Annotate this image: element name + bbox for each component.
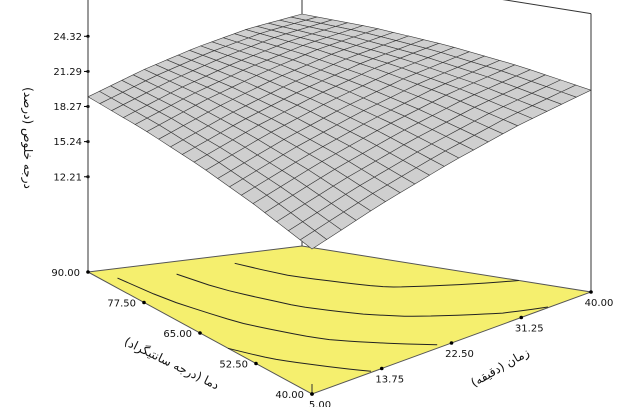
floor-plane [86, 245, 593, 395]
contour-line [117, 277, 438, 346]
response-surface [87, 13, 592, 250]
x-tick-label: 40.00 [585, 298, 614, 309]
contour-line [234, 262, 519, 288]
z-tick-label: 18.27 [53, 102, 82, 113]
x-tick-dot [379, 366, 384, 371]
y-tick-label: 77.50 [107, 299, 136, 310]
z-tick-label: 24.32 [53, 32, 82, 43]
surface-cell [299, 230, 328, 250]
contour-line [227, 347, 372, 372]
z-tick-label: 15.24 [53, 137, 82, 148]
y-tick-dot [198, 331, 202, 335]
x-tick-label: 22.50 [445, 349, 474, 360]
contour-floor [86, 245, 593, 395]
x-axis-title: زمان (دقیقه) [468, 345, 532, 391]
y-tick-label: 52.50 [219, 360, 248, 371]
z-axis-title: درجه خلوص (درصد) [20, 87, 35, 189]
x-tick-label: 31.25 [515, 324, 544, 335]
y-tick-label: 90.00 [51, 268, 80, 279]
x-tick-dot [589, 290, 593, 294]
y-axis-title: دما (درجه سانتیگراد) [122, 334, 222, 393]
axis-ticks: 24.32 21.29 18.27 15.24 12.21 90.00 77.50 65.00… [51, 32, 613, 407]
contour-line [176, 273, 548, 317]
x-tick-dot [310, 392, 314, 396]
box-edge [502, 0, 592, 15]
x-tick-dot [519, 315, 524, 320]
x-tick-dot [449, 341, 454, 345]
x-tick-label: 13.75 [375, 375, 404, 386]
x-tick-label: 5.00 [309, 400, 331, 407]
y-tick-dot [142, 300, 146, 305]
y-tick-dot [254, 361, 258, 366]
z-tick-label: 21.29 [53, 67, 82, 78]
y-tick-label: 65.00 [163, 329, 192, 340]
y-tick-dot [86, 270, 90, 274]
y-tick-label: 40.00 [275, 390, 304, 401]
z-tick-label: 12.21 [53, 172, 82, 183]
